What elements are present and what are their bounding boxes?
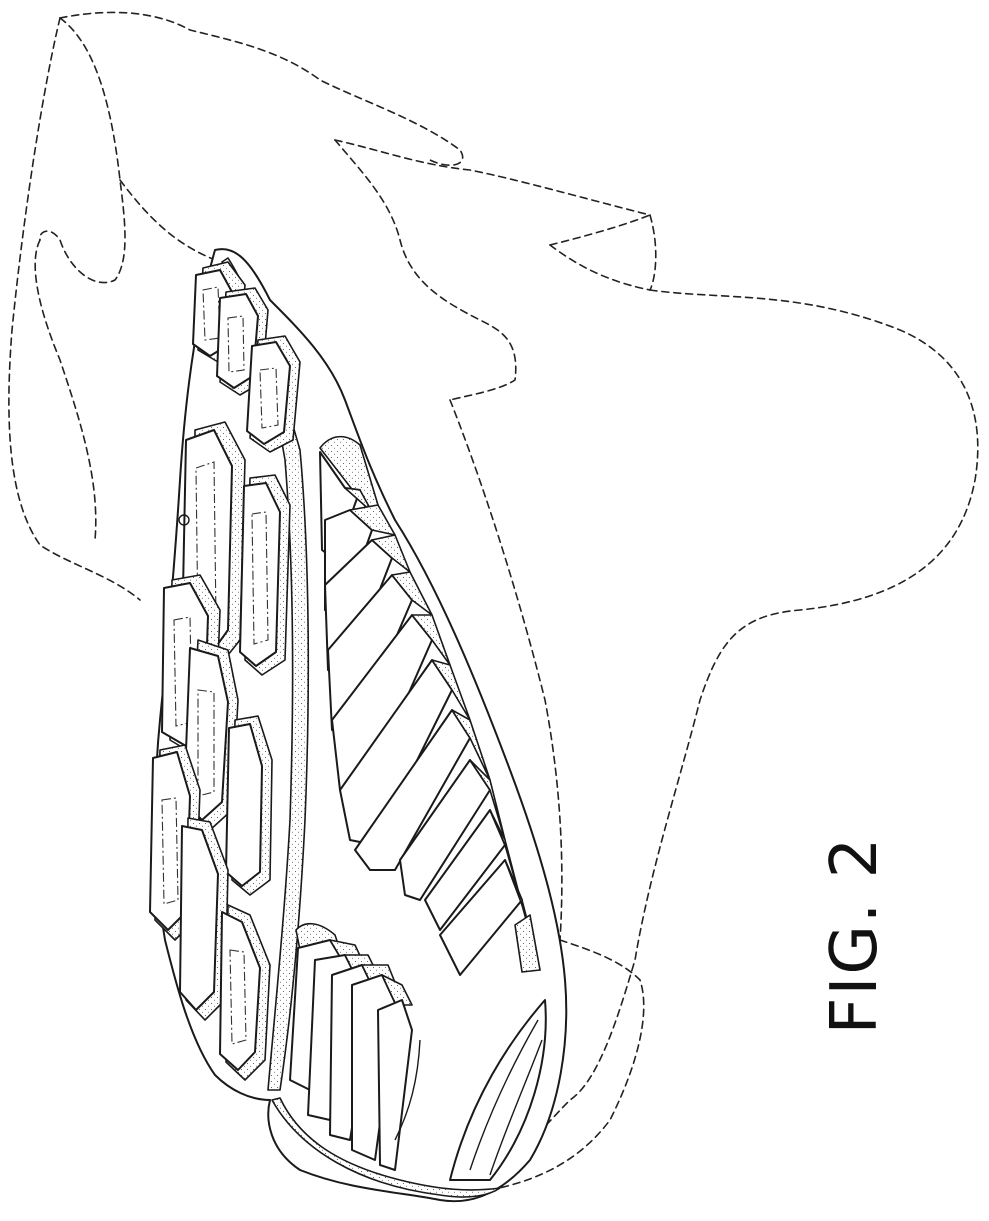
figure-label: FIG. 2 [760, 840, 950, 1030]
